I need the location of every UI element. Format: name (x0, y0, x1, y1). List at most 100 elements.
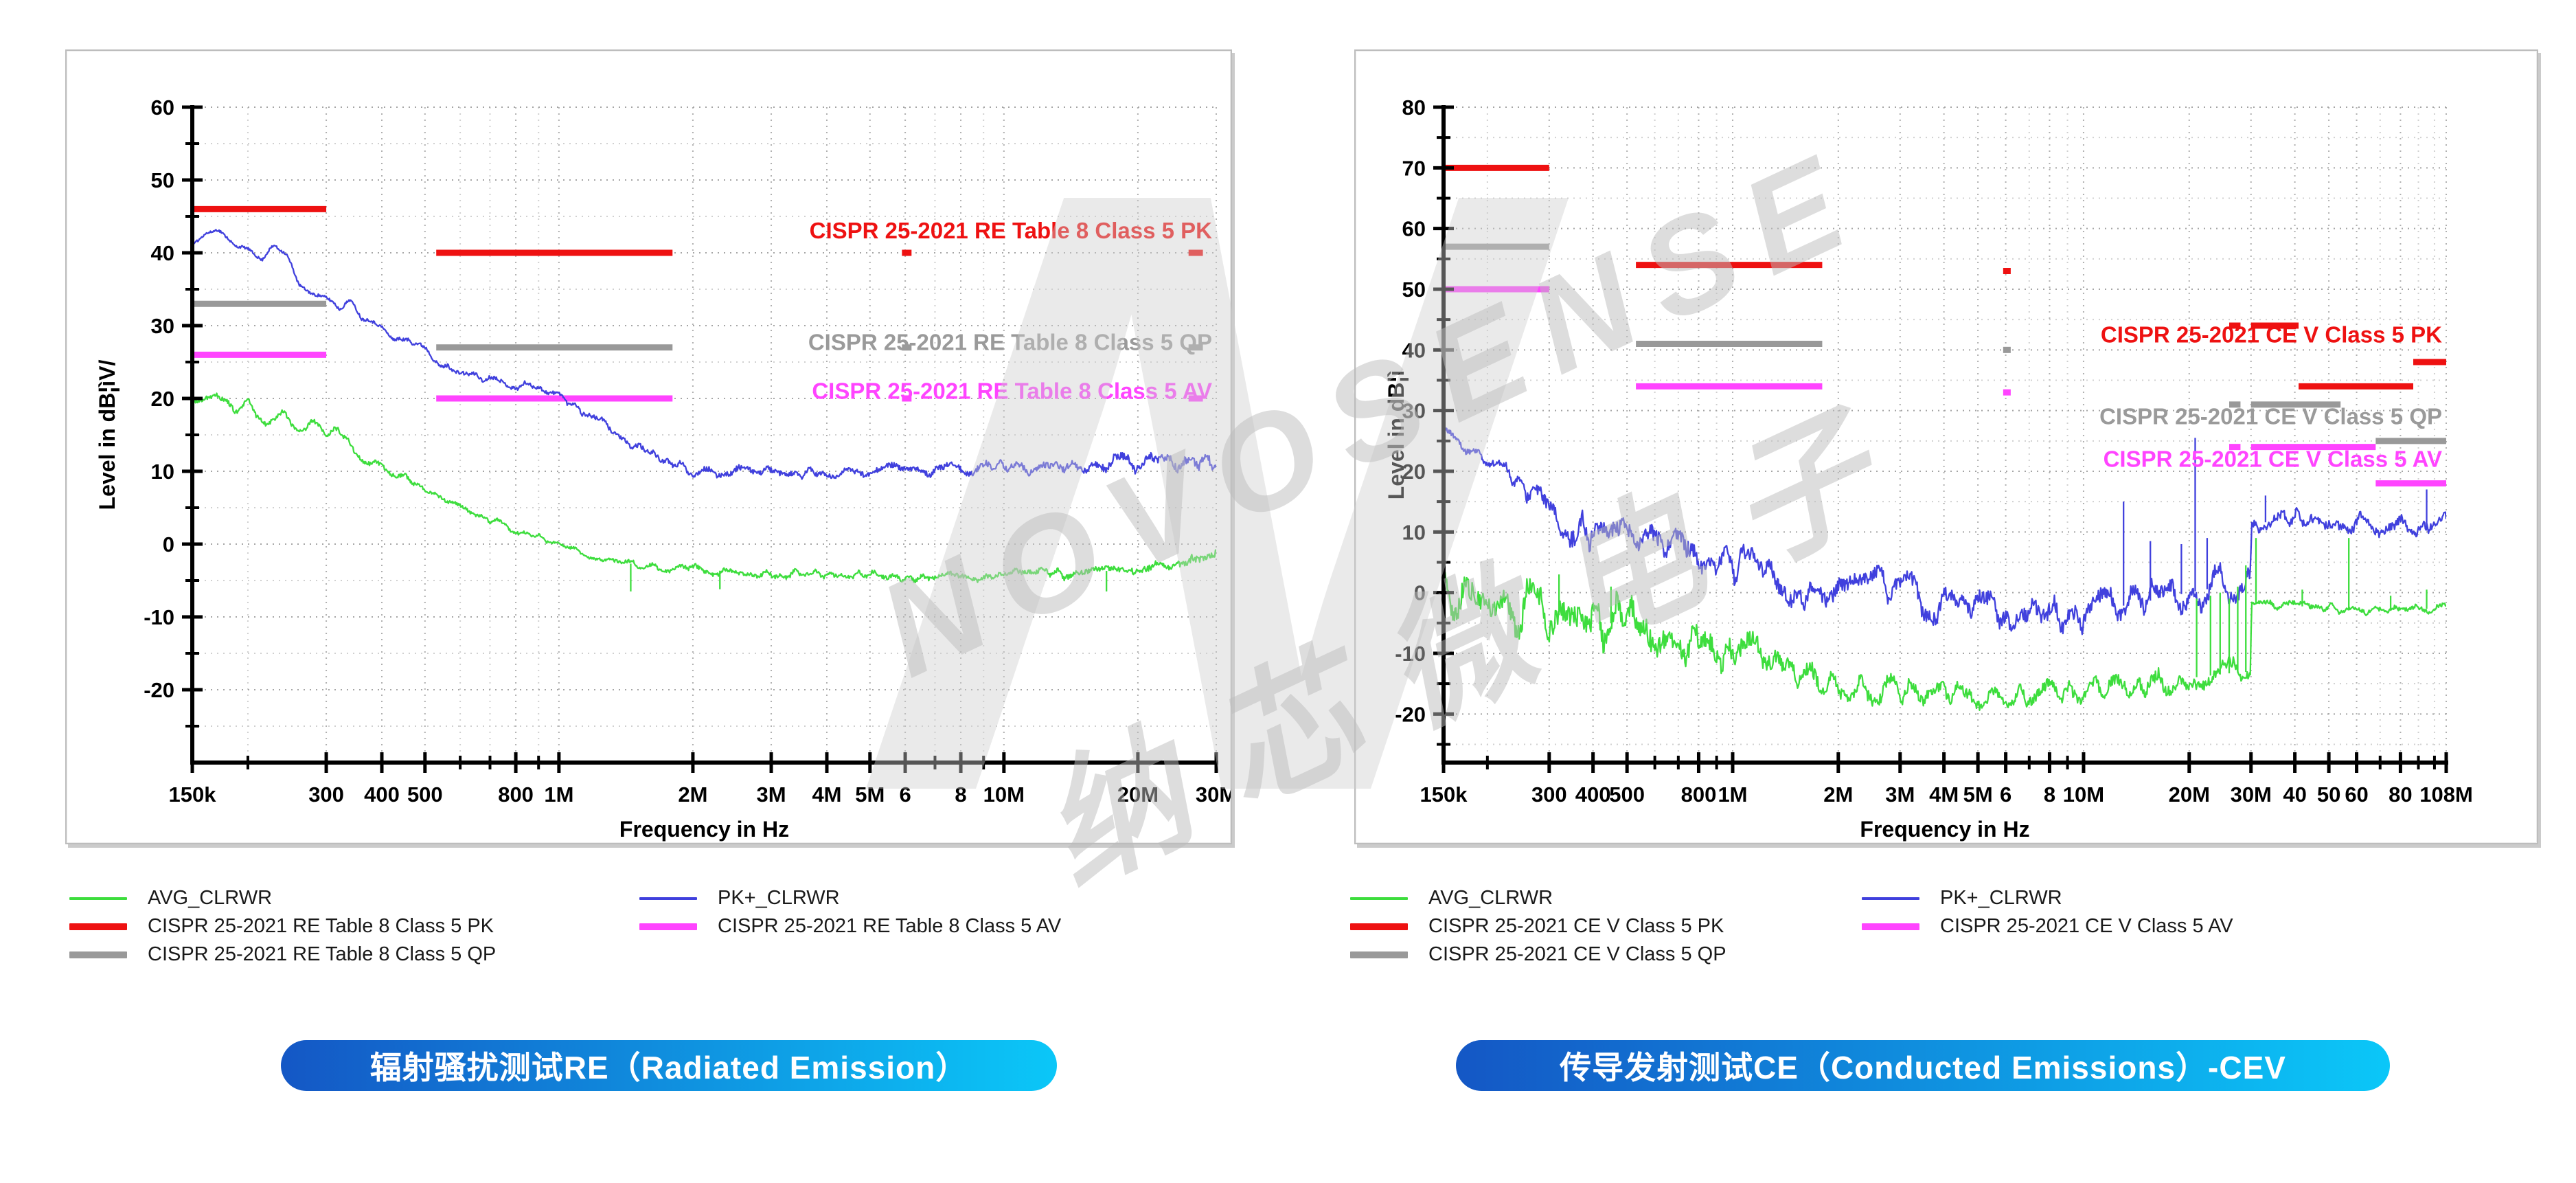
y-tick-label: -10 (144, 605, 174, 629)
x-tick-label: 4M (812, 782, 841, 807)
x-tick-label: 400 (1575, 782, 1611, 807)
limit-lines (192, 205, 1203, 402)
y-tick-label: 20 (1402, 460, 1426, 484)
x-tick-label: 8 (955, 782, 966, 807)
x-axis-title: Frequency in Hz (1860, 817, 2029, 842)
limit-annotation: CISPR 25-2021 CE V Class 5 PK (2101, 322, 2442, 347)
x-tick-label: 50 (2317, 782, 2340, 807)
pk-clrwr-curve (192, 229, 1216, 480)
legend-label: PK+_CLRWR (718, 887, 840, 909)
x-tick-label: 150k (169, 782, 217, 807)
legend-label: PK+_CLRWR (1940, 887, 2062, 909)
legend-item: CISPR 25-2021 RE Table 8 Class 5 QP (69, 940, 496, 969)
y-tick-label: 10 (1402, 520, 1426, 544)
x-tick-label: 150k (1420, 782, 1468, 807)
curves (192, 229, 1216, 592)
av-limit-swatch-icon (1862, 923, 1919, 930)
limit-annotation: CISPR 25-2021 CE V Class 5 QP (2099, 404, 2442, 429)
x-tick-label: 20M (1117, 782, 1159, 807)
re-title-badge: 辐射骚扰测试RE（Radiated Emission） (281, 1040, 1057, 1091)
x-tick-label: 10M (2063, 782, 2104, 807)
y-tick-label: 0 (1414, 581, 1426, 605)
ce-title-badge: 传导发射测试CE（Conducted Emissions）-CEV (1456, 1040, 2390, 1091)
y-tick-label: 60 (1402, 217, 1426, 241)
x-tick-label: 800 (498, 782, 534, 807)
ce-legend: AVG_CLRWR CISPR 25-2021 CE V Class 5 PK … (1350, 884, 2518, 973)
qp-limit-swatch-icon (69, 951, 127, 958)
x-tick-label: 300 (308, 782, 344, 807)
x-tick-label: 1M (544, 782, 573, 807)
y-tick-label: -20 (144, 678, 174, 702)
curves (1444, 427, 2446, 711)
legend-label: CISPR 25-2021 RE Table 8 Class 5 AV (718, 915, 1062, 937)
grid (192, 106, 1217, 763)
avg-line-swatch-icon (1350, 897, 1408, 900)
y-tick-label: 60 (151, 95, 174, 120)
x-tick-label: 30M (2231, 782, 2272, 807)
y-axis-title: Level in dB¦ì (1384, 370, 1409, 500)
y-tick-label: -20 (1395, 702, 1426, 726)
legend-item: AVG_CLRWR (69, 884, 496, 912)
x-tick-label: 60 (2345, 782, 2368, 807)
y-tick-label: 0 (163, 532, 174, 556)
x-tick-label: 3M (756, 782, 786, 807)
limit-annotation: CISPR 25-2021 RE Table 8 Class 5 PK (810, 218, 1212, 243)
limit-annotation: CISPR 25-2021 RE Table 8 Class 5 AV (812, 378, 1212, 403)
y-tick-label: 40 (151, 241, 174, 265)
ce-chart-canvas: CISPR 25-2021 CE V Class 5 PK CISPR 25-20… (1384, 95, 2473, 842)
legend-label: CISPR 25-2021 CE V Class 5 QP (1428, 943, 1726, 965)
legend-label: CISPR 25-2021 RE Table 8 Class 5 PK (148, 915, 494, 937)
x-tick-label: 1M (1718, 782, 1747, 807)
x-tick-label: 5M (855, 782, 885, 807)
y-tick-label: 30 (1402, 399, 1426, 423)
limit-annotation: CISPR 25-2021 CE V Class 5 AV (2104, 446, 2442, 471)
pk-line-swatch-icon (639, 897, 697, 900)
x-tick-label: 800 (1681, 782, 1717, 807)
axes: 60 50 40 30 20 10 0 -10 -20 150k 300 400 500 800 1M 2M 3… (144, 95, 1231, 807)
x-tick-label: 6 (2000, 782, 2011, 807)
x-tick-label: 500 (407, 782, 443, 807)
x-tick-label: 6 (899, 782, 911, 807)
x-tick-label: 40 (2283, 782, 2306, 807)
av-limit-swatch-icon (639, 923, 697, 930)
x-tick-label: 80 (2389, 782, 2412, 807)
legend-item: CISPR 25-2021 RE Table 8 Class 5 AV (639, 912, 1061, 940)
y-tick-label: 70 (1402, 156, 1426, 180)
y-tick-label: 30 (151, 314, 174, 338)
y-tick-label: -10 (1395, 642, 1426, 666)
x-tick-label: 300 (1531, 782, 1567, 807)
x-tick-label: 20M (2169, 782, 2210, 807)
legend-label: CISPR 25-2021 RE Table 8 Class 5 QP (148, 943, 497, 965)
x-tick-label: 2M (1823, 782, 1853, 807)
x-tick-label: 3M (1885, 782, 1915, 807)
legend-item: PK+_CLRWR (639, 884, 1061, 912)
re-chart-panel: CISPR 25-2021 RE Table 8 Class 5 PK CISPR… (65, 49, 1232, 844)
x-tick-label: 5M (1963, 782, 1993, 807)
y-tick-label: 20 (151, 387, 174, 411)
x-tick-label: 10M (983, 782, 1025, 807)
avg-clrwr-curve (1444, 569, 2446, 711)
re-legend: AVG_CLRWR CISPR 25-2021 RE Table 8 Class… (69, 884, 1223, 973)
y-axis-title: Level in dB¦ìV/ (95, 360, 119, 510)
legend-item: AVG_CLRWR (1350, 884, 1726, 912)
x-tick-label: 4M (1929, 782, 1959, 807)
pk-line-swatch-icon (1862, 897, 1919, 900)
legend-item: CISPR 25-2021 CE V Class 5 AV (1862, 912, 2233, 940)
y-tick-label: 80 (1402, 95, 1426, 120)
x-tick-label: 108M (2419, 782, 2473, 807)
pk-clrwr-curve (1444, 427, 2446, 635)
legend-item: CISPR 25-2021 RE Table 8 Class 5 PK (69, 912, 496, 940)
x-tick-label: 30M (1196, 782, 1231, 807)
y-tick-label: 40 (1402, 338, 1426, 362)
legend-label: CISPR 25-2021 CE V Class 5 PK (1428, 915, 1724, 937)
legend-item: CISPR 25-2021 CE V Class 5 PK (1350, 912, 1726, 940)
x-axis-title: Frequency in Hz (619, 817, 789, 842)
legend-label: AVG_CLRWR (148, 887, 273, 909)
pk-limit-swatch-icon (69, 923, 127, 930)
legend-label: AVG_CLRWR (1428, 887, 1553, 909)
grid (1444, 106, 2447, 763)
y-tick-label: 10 (151, 460, 174, 484)
x-tick-label: 500 (1609, 782, 1645, 807)
legend-item: PK+_CLRWR (1862, 884, 2233, 912)
